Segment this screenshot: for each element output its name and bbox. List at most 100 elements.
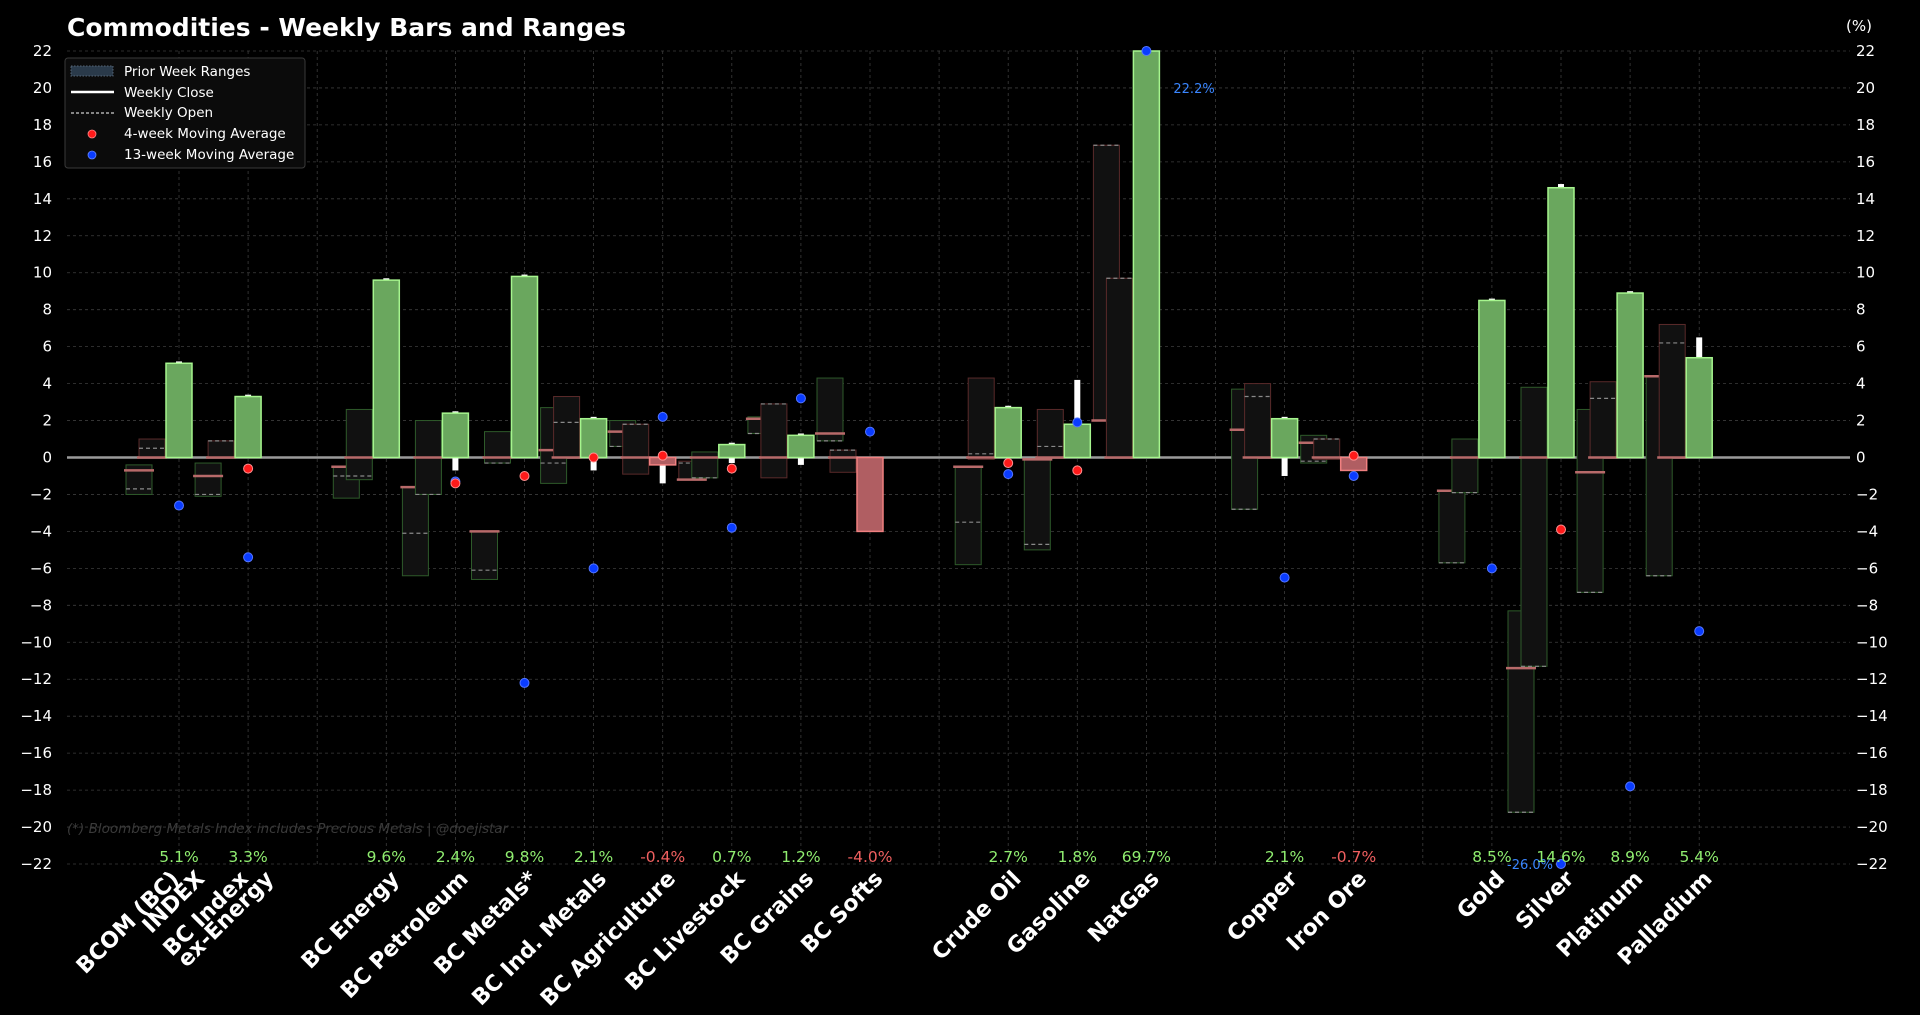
prior-week-range-box <box>1589 381 1617 459</box>
legend: Prior Week Ranges Weekly Close Weekly Op… <box>64 57 306 169</box>
ma13-point <box>1694 626 1705 637</box>
y-tick-label-left: 16 <box>33 153 52 171</box>
ma4-point <box>1003 458 1014 469</box>
return-label: 2.1% <box>1265 848 1304 866</box>
ma13-point <box>519 677 530 688</box>
prior-week-range-box <box>1023 458 1051 551</box>
return-label: 9.8% <box>505 848 544 866</box>
prior-week-range-box <box>1451 438 1479 494</box>
y-tick-label-right: −22 <box>1856 855 1888 873</box>
prior-week-range-box <box>1244 383 1272 458</box>
y-tick-label-left: 20 <box>33 79 52 97</box>
return-label: 8.5% <box>1472 848 1511 866</box>
prior-week-range-box <box>345 408 373 481</box>
y-tick-label-right: 20 <box>1856 79 1875 97</box>
y-tick-label-left: 14 <box>33 190 52 208</box>
return-label: 2.1% <box>574 848 613 866</box>
weekly-range-wick <box>659 457 666 484</box>
ma13-point <box>726 522 737 533</box>
y-tick-label-left: −18 <box>20 781 52 799</box>
return-label: -0.4% <box>640 848 685 866</box>
y-tick-label-left: −16 <box>20 744 52 762</box>
weekly-bar <box>1685 356 1713 459</box>
weekly-bar <box>579 417 608 459</box>
legend-label-weekly-open: Weekly Open <box>124 105 213 121</box>
return-labels: 5.1% 3.3% 9.6% 2.4% 9.8% 2.1% -0.4% 0.7% 1.2% -4.… <box>159 848 1719 866</box>
y-tick-label-left: −6 <box>30 559 52 577</box>
return-label: -4.0% <box>848 848 893 866</box>
legend-prior-range-swatch <box>70 65 114 77</box>
category-marks <box>331 278 401 499</box>
prior-week-range-box <box>1520 386 1548 667</box>
ma13-point <box>1486 563 1497 574</box>
y-tick-label-right: −16 <box>1856 744 1888 762</box>
ma4-point <box>726 463 737 474</box>
category-marks <box>676 442 746 533</box>
prior-week-range-box <box>194 462 222 497</box>
return-label: 5.4% <box>1680 848 1719 866</box>
weekly-bar <box>1270 417 1299 459</box>
prior-week-range-box <box>553 396 581 458</box>
y-tick-label-right: 2 <box>1856 412 1866 430</box>
prior-week-range-box <box>1313 438 1341 460</box>
return-label: 2.4% <box>436 848 475 866</box>
weekly-bar <box>787 434 815 459</box>
y-tick-label-right: −10 <box>1856 633 1888 651</box>
weekly-bar <box>718 443 746 459</box>
y-tick-label-left: −20 <box>20 818 52 836</box>
return-label: 8.9% <box>1610 848 1649 866</box>
category-marks: 22.2% <box>1091 46 1215 459</box>
category-marks <box>193 394 262 563</box>
category-marks <box>815 377 884 533</box>
ma13-point <box>1625 781 1636 792</box>
ma13-point <box>1141 46 1152 56</box>
weekly-bar <box>1616 292 1644 459</box>
ma4-point <box>450 478 461 489</box>
category-marks <box>953 377 1022 566</box>
y-tick-label-right: 18 <box>1856 116 1875 134</box>
return-label: 0.7% <box>712 848 751 866</box>
ma13-offscale-label: -26.0% <box>1507 858 1553 873</box>
legend-frame <box>64 57 306 169</box>
return-label: 9.6% <box>367 848 406 866</box>
y-tick-label-right: 0 <box>1856 449 1866 467</box>
return-label: 69.7% <box>1122 848 1171 866</box>
ma4-point <box>657 450 668 461</box>
prior-week-range-box <box>207 440 235 458</box>
ma13-point <box>1279 572 1290 583</box>
plot-marks: 22.2% -26.0% <box>124 46 1713 873</box>
legend-label-prior-week-ranges: Prior Week Ranges <box>124 64 250 80</box>
y-tick-label-left: 8 <box>42 301 52 319</box>
y-tick-label-left: 6 <box>42 338 52 356</box>
y-tick-label-left: 10 <box>33 264 52 282</box>
weekly-bar <box>1478 299 1506 459</box>
y-tick-label-left: −8 <box>30 596 52 614</box>
return-label: 1.8% <box>1058 848 1097 866</box>
weekly-bar <box>1132 50 1161 459</box>
ma13-point <box>1348 470 1359 481</box>
weekly-bar <box>994 406 1022 459</box>
legend-label-ma13: 13-week Moving Average <box>124 147 294 163</box>
ma13-point <box>588 563 599 574</box>
weekly-bar <box>856 456 884 533</box>
category-marks <box>538 396 608 574</box>
y-tick-label-right: 14 <box>1856 190 1875 208</box>
y-tick-label-left: 22 <box>33 42 52 60</box>
y-tick-label-left: −12 <box>20 670 52 688</box>
category-marks <box>1644 323 1713 637</box>
y-tick-label-left: −22 <box>20 855 52 873</box>
ma13-point <box>1072 417 1083 428</box>
return-label: -0.7% <box>1331 848 1376 866</box>
category-marks: -26.0% <box>1506 184 1575 873</box>
y-tick-label-left: 18 <box>33 116 52 134</box>
y-tick-label-right: −18 <box>1856 781 1888 799</box>
weekly-bar <box>510 275 539 459</box>
y-tick-label-right: −14 <box>1856 707 1888 725</box>
category-marks <box>1298 434 1368 481</box>
y-tick-label-left: −10 <box>20 633 52 651</box>
y-tick-label-right: −4 <box>1856 522 1878 540</box>
prior-week-range-box <box>829 449 857 473</box>
ma13-offscale-label: 22.2% <box>1173 82 1214 97</box>
y-tick-label-right: 8 <box>1856 301 1866 319</box>
return-label: 1.2% <box>781 848 820 866</box>
